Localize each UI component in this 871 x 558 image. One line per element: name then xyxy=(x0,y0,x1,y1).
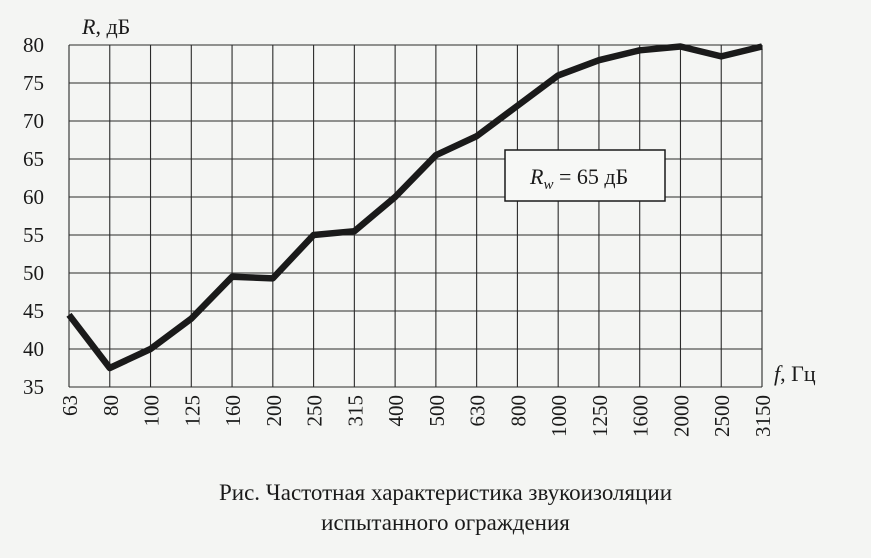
y-tick-label: 70 xyxy=(23,109,44,133)
x-axis-label: f, Гц xyxy=(774,361,816,386)
data-point xyxy=(313,234,315,236)
data-point xyxy=(598,59,600,61)
x-tick-labels: 63 80 100 125 160 200 250 315 400 500 630 800 1000 12… xyxy=(58,395,775,437)
x-tick-label: 80 xyxy=(99,395,123,416)
data-point xyxy=(353,230,355,232)
y-tick-label: 55 xyxy=(23,223,44,247)
x-tick-label: 500 xyxy=(425,395,449,427)
y-tick-label: 65 xyxy=(23,147,44,171)
x-tick-label: 63 xyxy=(58,395,82,416)
x-tick-label: 400 xyxy=(384,395,408,427)
data-point xyxy=(68,314,70,316)
annotation-text: Rw = 65 дБ xyxy=(529,164,628,193)
y-tick-label: 80 xyxy=(23,33,44,57)
x-tick-label: 125 xyxy=(180,395,204,427)
y-tick-label: 60 xyxy=(23,185,44,209)
x-tick-label: 160 xyxy=(221,395,245,427)
data-point xyxy=(435,154,437,156)
y-tick-label: 45 xyxy=(23,299,44,323)
data-point xyxy=(557,74,559,76)
data-point xyxy=(761,46,763,48)
data-point xyxy=(476,135,478,137)
data-point xyxy=(150,348,152,350)
x-tick-label: 2500 xyxy=(710,395,734,437)
y-axis-label: R, дБ xyxy=(81,14,130,39)
data-point xyxy=(109,367,111,369)
data-point xyxy=(516,105,518,107)
x-tick-label: 630 xyxy=(466,395,490,427)
x-tick-label: 100 xyxy=(140,395,164,427)
figure-caption: Рис. Частотная характеристика звукоизоля… xyxy=(0,478,871,538)
x-tick-label: 1000 xyxy=(547,395,571,437)
series-line xyxy=(66,43,763,372)
x-tick-label: 3150 xyxy=(751,395,775,437)
series-layer xyxy=(66,43,763,372)
data-point xyxy=(720,55,722,57)
y-tick-labels: 35 40 45 50 55 60 65 70 75 80 xyxy=(23,33,44,399)
data-point xyxy=(639,49,641,51)
rw-annotation: Rw = 65 дБ xyxy=(504,149,666,202)
x-tick-label: 315 xyxy=(343,395,367,427)
data-point xyxy=(272,277,274,279)
x-tick-label: 1250 xyxy=(588,395,612,437)
y-tick-label: 75 xyxy=(23,71,44,95)
data-point xyxy=(231,276,233,278)
caption-line-1: Рис. Частотная характеристика звукоизоля… xyxy=(218,480,673,505)
x-tick-label: 250 xyxy=(303,395,327,427)
y-tick-label: 50 xyxy=(23,261,44,285)
y-tick-label: 35 xyxy=(23,375,44,399)
x-tick-label: 1600 xyxy=(629,395,653,437)
x-tick-label: 200 xyxy=(262,395,286,427)
y-tick-label: 40 xyxy=(23,337,44,361)
x-tick-label: 2000 xyxy=(669,395,693,437)
annotation-box xyxy=(504,149,666,202)
x-tick-label: 800 xyxy=(506,395,530,427)
data-point xyxy=(679,46,681,48)
data-point xyxy=(190,318,192,320)
frequency-response-chart: 35 40 45 50 55 60 65 70 75 80 63 80 100 125 160 200 250… xyxy=(23,14,816,437)
chart-grid xyxy=(68,44,763,388)
caption-line-2: испытанного ограждения xyxy=(321,510,570,535)
data-point xyxy=(394,196,396,198)
